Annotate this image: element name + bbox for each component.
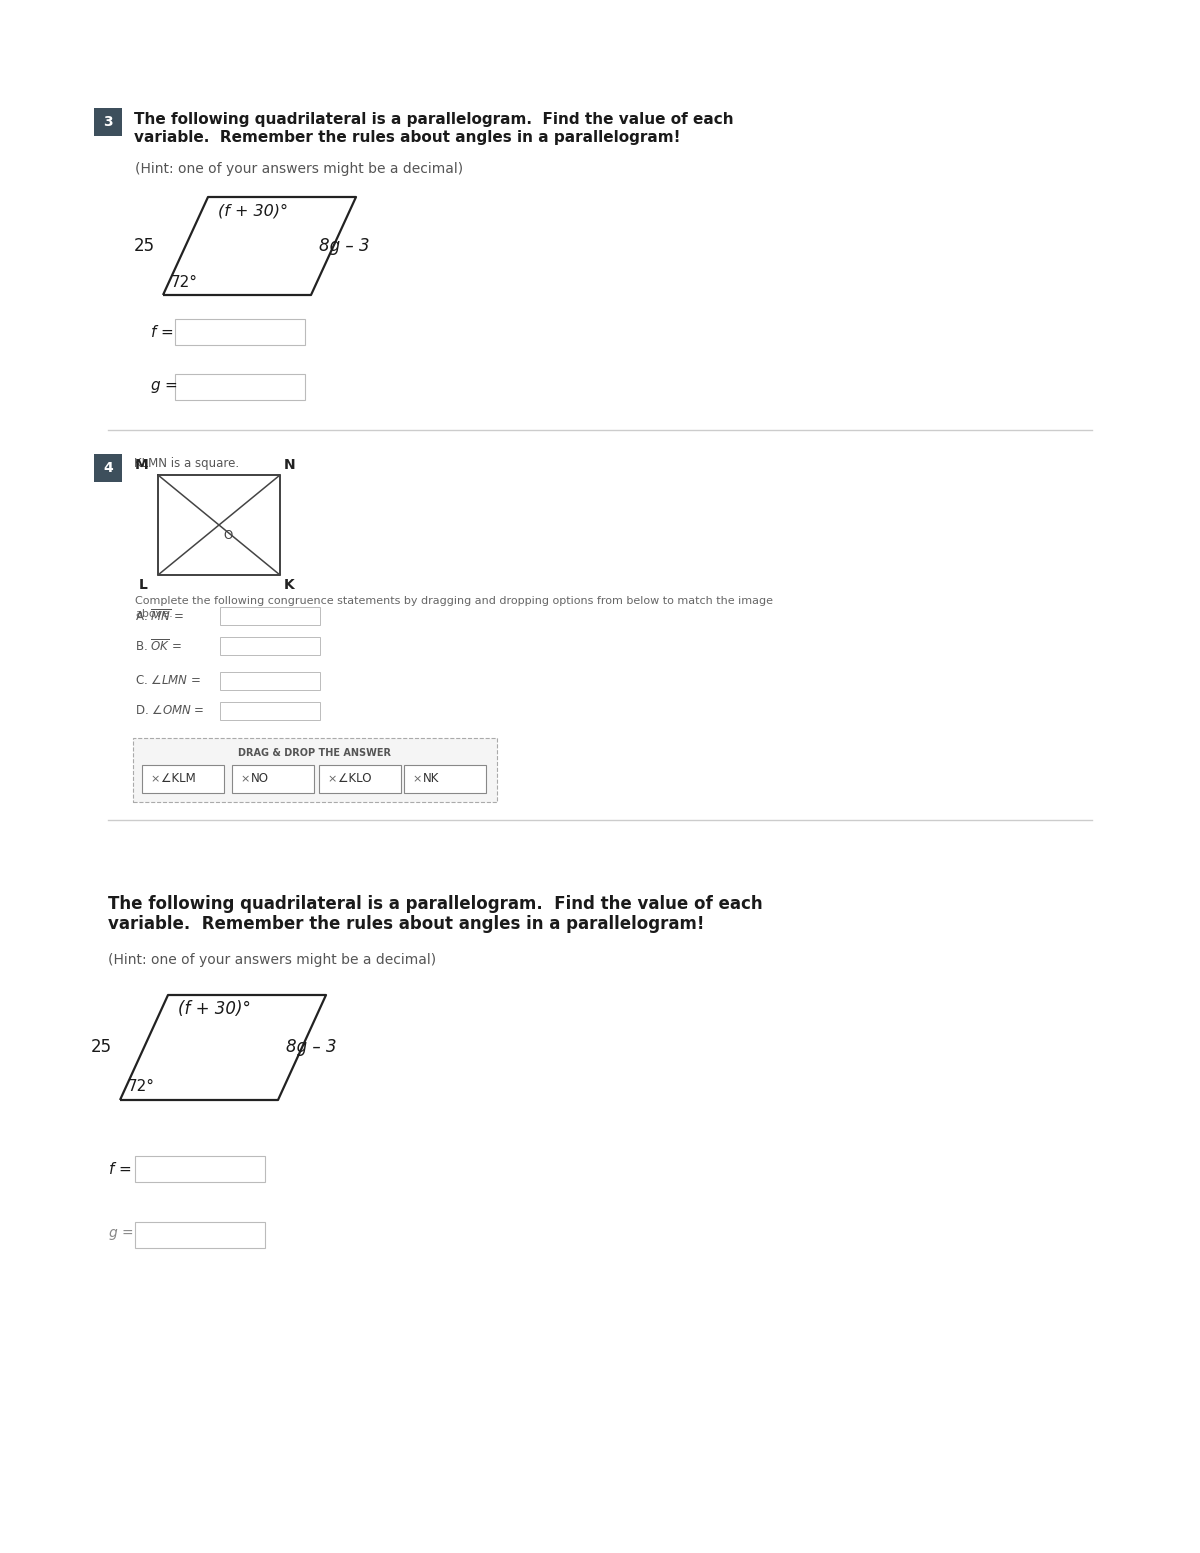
FancyBboxPatch shape: [232, 766, 314, 794]
Text: C. $\angle LMN$ =: C. $\angle LMN$ =: [134, 674, 202, 688]
FancyBboxPatch shape: [134, 1222, 265, 1249]
Text: ×: ×: [240, 773, 250, 784]
FancyBboxPatch shape: [220, 637, 320, 655]
Text: ∠KLO: ∠KLO: [338, 772, 372, 786]
Text: A. $\overline{MN}$ =: A. $\overline{MN}$ =: [134, 609, 184, 624]
Text: DRAG & DROP THE ANSWER: DRAG & DROP THE ANSWER: [239, 749, 391, 758]
Text: O: O: [223, 530, 233, 542]
Text: variable.  Remember the rules about angles in a parallelogram!: variable. Remember the rules about angle…: [134, 130, 680, 144]
Text: KLMN is a square.: KLMN is a square.: [134, 457, 239, 469]
Text: 3: 3: [103, 115, 113, 129]
FancyBboxPatch shape: [220, 607, 320, 624]
FancyBboxPatch shape: [404, 766, 486, 794]
Text: ×: ×: [326, 773, 336, 784]
Text: $g$ =: $g$ =: [150, 379, 178, 394]
Text: NO: NO: [251, 772, 269, 786]
Text: 4: 4: [103, 461, 113, 475]
Text: (f + 30)°: (f + 30)°: [218, 203, 288, 217]
FancyBboxPatch shape: [94, 109, 122, 137]
FancyBboxPatch shape: [220, 702, 320, 721]
Text: The following quadrilateral is a parallelogram.  Find the value of each: The following quadrilateral is a paralle…: [134, 112, 733, 127]
Text: 8g – 3: 8g – 3: [286, 1039, 337, 1056]
FancyBboxPatch shape: [142, 766, 224, 794]
Text: 25: 25: [91, 1039, 112, 1056]
Text: variable.  Remember the rules about angles in a parallelogram!: variable. Remember the rules about angle…: [108, 915, 704, 933]
Text: above.: above.: [134, 609, 173, 620]
Text: B. $\overline{OK}$ =: B. $\overline{OK}$ =: [134, 638, 182, 654]
Text: The following quadrilateral is a parallelogram.  Find the value of each: The following quadrilateral is a paralle…: [108, 895, 763, 913]
Text: $f$ =: $f$ =: [108, 1162, 131, 1177]
Text: (f + 30)°: (f + 30)°: [178, 1000, 251, 1019]
FancyBboxPatch shape: [175, 374, 305, 401]
Text: M: M: [134, 458, 148, 472]
Text: D. $\angle OMN$ =: D. $\angle OMN$ =: [134, 705, 204, 717]
Text: ∠KLM: ∠KLM: [161, 772, 196, 786]
Text: N: N: [284, 458, 295, 472]
Text: 72°: 72°: [172, 275, 198, 290]
FancyBboxPatch shape: [94, 453, 122, 481]
Text: ×: ×: [412, 773, 421, 784]
Text: 72°: 72°: [128, 1079, 155, 1093]
Text: Complete the following congruence statements by dragging and dropping options fr: Complete the following congruence statem…: [134, 596, 773, 606]
Text: L: L: [139, 578, 148, 592]
Text: NK: NK: [424, 772, 439, 786]
Text: 25: 25: [134, 238, 155, 255]
FancyBboxPatch shape: [133, 738, 497, 801]
Text: ×: ×: [150, 773, 160, 784]
Text: (Hint: one of your answers might be a decimal): (Hint: one of your answers might be a de…: [108, 954, 436, 968]
FancyBboxPatch shape: [319, 766, 401, 794]
FancyBboxPatch shape: [175, 318, 305, 345]
Text: 8g – 3: 8g – 3: [319, 238, 370, 255]
Text: $g$ =: $g$ =: [108, 1227, 133, 1242]
Text: K: K: [284, 578, 295, 592]
FancyBboxPatch shape: [220, 672, 320, 690]
Text: $f$ =: $f$ =: [150, 325, 173, 340]
Text: (Hint: one of your answers might be a decimal): (Hint: one of your answers might be a de…: [134, 162, 463, 175]
FancyBboxPatch shape: [134, 1155, 265, 1182]
